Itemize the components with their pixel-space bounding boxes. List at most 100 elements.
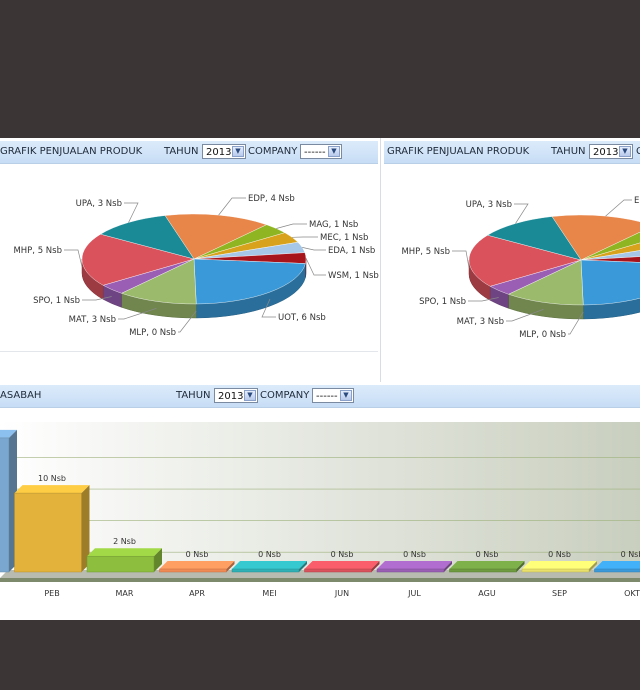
left-tahun-label: TAHUN :: [164, 146, 206, 157]
bottom-panel-title: ASABAH: [0, 390, 42, 401]
bottom-tahun-label: TAHUN :: [176, 390, 218, 401]
chevron-down-icon[interactable]: ▼: [328, 146, 340, 157]
bar-side: [516, 561, 525, 572]
bar-data-label: 0 Nsb: [331, 550, 354, 559]
bar-side: [81, 485, 90, 572]
bar: [304, 561, 380, 573]
pie-leader-line: [261, 298, 276, 318]
bar: [376, 561, 452, 573]
pie-slice: [580, 256, 640, 263]
left-company-select[interactable]: ------ ▼: [300, 144, 342, 159]
bar-top: [0, 429, 17, 438]
pie-slice: [551, 214, 640, 261]
bottom-tahun-value: 2013: [218, 391, 244, 402]
pie-slice: [468, 234, 582, 287]
pie-label: EDP, 4 Nsb: [248, 194, 295, 204]
pie-slice: [580, 231, 640, 261]
bar-top: [377, 561, 452, 569]
left-panel-header: GRAFIK PENJUALAN PRODUK TAHUN : 2013 ▼ C…: [0, 141, 378, 164]
bar-top: [87, 548, 162, 557]
bottom-company-value: ------: [316, 391, 338, 402]
pie-slice: [164, 213, 268, 260]
bar-side: [299, 561, 307, 572]
panel-divider: [380, 138, 381, 382]
pie-slice: [580, 250, 640, 261]
right-pie-chart: E MLP, 0 Nsb MAT, 3 Nsb SPO, 1 Nsb MHP, 5 Ns…: [401, 196, 640, 340]
pie-leader-line: [178, 310, 197, 333]
pie-slice: [193, 258, 306, 305]
bar-top: [159, 561, 235, 569]
left-tahun-select[interactable]: 2013 ▼: [202, 144, 246, 159]
x-tick-label: MAR: [116, 589, 134, 598]
pie-label: MAT, 3 Nsb: [457, 317, 504, 327]
right-tahun-label: TAHUN :: [551, 146, 593, 157]
pie-slice: [120, 258, 197, 305]
bar: [86, 548, 162, 573]
pie-leader-line: [218, 197, 246, 216]
pie-leader-line: [302, 247, 326, 251]
x-tick-label: AGU: [478, 589, 496, 598]
pie-slice: [580, 259, 640, 306]
right-tahun-value: 2013: [593, 147, 619, 158]
bar-front: [521, 568, 590, 573]
bar-side: [589, 561, 597, 572]
pie-label: UPA, 3 Nsb: [76, 199, 122, 209]
right-tahun-select[interactable]: 2013 ▼: [589, 144, 633, 159]
x-tick-label: APR: [189, 589, 205, 598]
pie-leader-line: [468, 297, 499, 302]
bar: [159, 561, 235, 573]
bottom-tahun-select[interactable]: 2013 ▼: [214, 388, 258, 403]
x-tick-label: JUN: [334, 589, 349, 598]
chevron-down-icon[interactable]: ▼: [619, 146, 631, 157]
pie-slice: [507, 259, 584, 306]
pie-label: UPA, 3 Nsb: [466, 200, 512, 210]
bar-side: [371, 561, 380, 572]
bar: [231, 561, 307, 573]
bar-data-label: 0 Nsb: [186, 550, 209, 559]
bar-side: [444, 561, 452, 572]
left-panel-bottom-line: [0, 351, 378, 352]
pie-leader-line: [118, 308, 157, 320]
bottom-panel-header: ASABAH TAHUN : 2013 ▼ COMPANY : ------ ▼: [0, 385, 640, 408]
pie-label: MLP, 0 Nsb: [129, 328, 176, 338]
pie-label: E: [634, 196, 639, 206]
bar-data-label: 0 Nsb: [548, 550, 571, 559]
right-panel-header: GRAFIK PENJUALAN PRODUK TAHUN : 2013 ▼ C: [384, 141, 640, 164]
chevron-down-icon[interactable]: ▼: [244, 390, 256, 401]
bar-top: [14, 485, 90, 494]
bar-top: [594, 561, 640, 569]
left-company-value: ------: [304, 147, 326, 158]
pie-leader-line: [305, 257, 326, 276]
pie-label: MHP, 5 Nsb: [401, 247, 450, 257]
pie-label: UOT, 6 Nsb: [278, 313, 326, 323]
left-company-label: COMPANY :: [248, 146, 304, 157]
bar-front: [449, 568, 517, 573]
bar-front: [159, 568, 227, 573]
bar-side: [226, 561, 235, 572]
chevron-down-icon[interactable]: ▼: [232, 146, 244, 157]
pie-label: SPO, 1 Nsb: [33, 296, 80, 306]
chevron-down-icon[interactable]: ▼: [340, 390, 352, 401]
bottom-company-select[interactable]: ------ ▼: [312, 388, 354, 403]
dashboard-content: GRAFIK PENJUALAN PRODUK TAHUN : 2013 ▼ C…: [0, 138, 640, 620]
pie-label: MAT, 3 Nsb: [69, 315, 116, 325]
pie-label: MEC, 1 Nsb: [320, 233, 368, 243]
bar-top: [522, 561, 597, 569]
bar-front: [304, 568, 372, 573]
left-pie-chart: EDP, 4 Nsb MAG, 1 Nsb MEC, 1 Nsb EDA, 1 Nsb…: [13, 194, 378, 338]
pie-label: MHP, 5 Nsb: [13, 246, 62, 256]
pie-leader-line: [514, 203, 529, 224]
pie-label: MLP, 0 Nsb: [519, 330, 566, 340]
bar: [14, 485, 90, 573]
bar-front: [231, 568, 300, 573]
x-tick-label: SEP: [552, 589, 567, 598]
bar-front: [86, 555, 155, 573]
pie-slice: [580, 242, 640, 261]
pie-slice: [100, 215, 195, 260]
pie-label: MAG, 1 Nsb: [309, 220, 358, 230]
pie-leader-line: [276, 223, 307, 229]
chart-floor-edge: [0, 578, 640, 582]
bar: [449, 561, 525, 573]
bar-data-label: 0 Nsb: [621, 550, 640, 559]
bar-data-label: 0 Nsb: [258, 550, 281, 559]
